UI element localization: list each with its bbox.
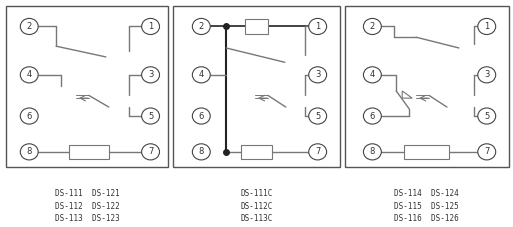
Text: 8: 8 — [27, 147, 32, 156]
Circle shape — [21, 67, 38, 83]
Text: 3: 3 — [148, 70, 153, 79]
Bar — [173, 6, 340, 167]
Circle shape — [142, 18, 160, 35]
Circle shape — [142, 67, 160, 83]
Circle shape — [309, 144, 327, 160]
Text: 8: 8 — [370, 147, 375, 156]
Bar — [241, 145, 272, 159]
Circle shape — [142, 144, 160, 160]
Circle shape — [309, 67, 327, 83]
Circle shape — [363, 67, 381, 83]
Text: 7: 7 — [148, 147, 153, 156]
Circle shape — [478, 18, 496, 35]
Circle shape — [192, 18, 210, 35]
Text: 7: 7 — [484, 147, 489, 156]
Text: 5: 5 — [484, 111, 489, 121]
Circle shape — [363, 144, 381, 160]
Circle shape — [192, 144, 210, 160]
Bar — [6, 6, 168, 167]
Text: 4: 4 — [370, 70, 375, 79]
Text: 3: 3 — [315, 70, 320, 79]
Circle shape — [363, 18, 381, 35]
Circle shape — [21, 18, 38, 35]
Text: 2: 2 — [199, 22, 204, 31]
Bar — [69, 145, 109, 159]
Text: 4: 4 — [27, 70, 32, 79]
Text: 4: 4 — [199, 70, 204, 79]
Text: 2: 2 — [27, 22, 32, 31]
Text: 3: 3 — [484, 70, 489, 79]
Circle shape — [21, 144, 38, 160]
Bar — [404, 145, 449, 159]
Circle shape — [309, 18, 327, 35]
Bar — [345, 6, 508, 167]
Text: DS-111C
DS-112C
DS-113C: DS-111C DS-112C DS-113C — [240, 190, 273, 223]
Circle shape — [192, 67, 210, 83]
Circle shape — [478, 108, 496, 124]
Text: 5: 5 — [315, 111, 320, 121]
Circle shape — [309, 108, 327, 124]
Text: 5: 5 — [148, 111, 153, 121]
Circle shape — [478, 67, 496, 83]
Text: 1: 1 — [148, 22, 153, 31]
Circle shape — [192, 108, 210, 124]
Circle shape — [363, 108, 381, 124]
Text: 1: 1 — [484, 22, 489, 31]
Text: 2: 2 — [370, 22, 375, 31]
Circle shape — [142, 108, 160, 124]
Circle shape — [21, 108, 38, 124]
Text: DS-111  DS-121
DS-112  DS-122
DS-113  DS-123: DS-111 DS-121 DS-112 DS-122 DS-113 DS-12… — [55, 190, 120, 223]
Text: 1: 1 — [315, 22, 320, 31]
Bar — [245, 19, 268, 34]
Circle shape — [478, 144, 496, 160]
Text: 6: 6 — [199, 111, 204, 121]
Text: 6: 6 — [27, 111, 32, 121]
Text: 6: 6 — [370, 111, 375, 121]
Text: DS-114  DS-124
DS-115  DS-125
DS-116  DS-126: DS-114 DS-124 DS-115 DS-125 DS-116 DS-12… — [394, 190, 459, 223]
Text: 8: 8 — [199, 147, 204, 156]
Text: 7: 7 — [315, 147, 320, 156]
